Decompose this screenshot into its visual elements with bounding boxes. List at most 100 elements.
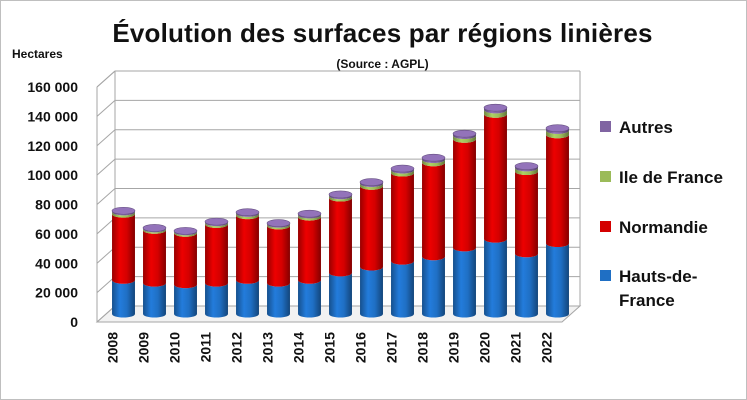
legend-item-normandie: Normandie [600,216,729,240]
bar-segment-autres [267,223,290,228]
bar-segment-normandie [422,162,445,261]
bar-segment-hauts-de-france [205,283,228,318]
bar-stack-2017 [390,164,415,318]
legend-label: Normandie [619,218,708,237]
bar-segment-autres [546,128,569,134]
bar-top-cap [483,103,508,112]
gridline-side [96,188,116,205]
legend-item-ile-de-france: Ile de France [600,166,729,190]
gridline-side [96,246,116,264]
bar-segment-normandie [515,171,538,258]
x-tick-label: 2020 [477,332,493,363]
bar-top-cap [266,219,291,227]
bar-segment-hauts-de-france [546,243,569,318]
bar-segment-ile-de-france [453,135,476,143]
bar-segment-hauts-de-france [484,239,507,318]
bar-segment-autres [515,166,538,172]
bar-segment-hauts-de-france [112,280,135,318]
bar-top-cap [545,124,570,133]
x-tick-label: 2008 [105,332,121,363]
x-tick-label: 2015 [322,332,338,363]
gridline-side [96,217,116,235]
y-tick-label: 100 000 [27,167,78,183]
bar-segment-hauts-de-france [391,261,414,318]
bar-segment-ile-de-france [236,213,259,220]
bar-stack-2016 [359,178,384,318]
bar-segment-normandie [267,225,290,287]
bar-stack-2020 [483,103,508,318]
bar-segment-ile-de-france [515,167,538,176]
gridline-side [96,100,116,117]
bar-segment-hauts-de-france [329,272,352,318]
legend-swatch [600,121,611,132]
bar-segment-hauts-de-france [174,284,197,318]
bar-segment-normandie [205,224,228,287]
bar-segment-hauts-de-france [515,253,538,318]
x-tick-label: 2012 [229,332,245,363]
y-tick-label: 140 000 [27,108,78,124]
bar-segment-hauts-de-france [453,247,476,318]
bar-segment-ile-de-france [205,222,228,228]
bar-stack-2018 [421,153,446,318]
bar-segment-autres [391,168,414,174]
x-tick-label: 2018 [415,332,431,363]
bar-segment-ile-de-france [267,224,290,230]
bar-segment-autres [360,182,383,188]
bar-segment-autres [298,213,321,219]
bar-stack-2010 [173,227,198,318]
bar-segment-normandie [453,139,476,252]
x-tick-label: 2016 [353,332,369,363]
legend-label: Ile de France [619,168,723,187]
legend-item-hauts-de-france: Hauts-de-France [600,265,729,313]
bar-segment-autres [236,212,259,217]
bar-segment-ile-de-france [298,214,321,221]
bar-segment-normandie [298,217,321,284]
x-tick-label: 2011 [198,332,214,363]
x-tick-label: 2017 [384,332,400,363]
x-tick-label: 2009 [136,332,152,363]
bar-segment-hauts-de-france [236,280,259,318]
y-tick-label: 40 000 [35,255,78,271]
bar-segment-normandie [391,173,414,265]
x-tick-label: 2022 [539,332,555,363]
bar-segment-ile-de-france [360,183,383,190]
chart-subtitle: (Source : AGPL) [336,57,429,71]
bar-top-cap [111,206,136,215]
bar-stack-2022 [545,124,570,318]
bar-segment-ile-de-france [422,159,445,167]
bar-segment-ile-de-france [391,170,414,177]
x-tick-label: 2010 [167,332,183,363]
bar-top-cap [173,227,198,235]
gridline-side [96,305,116,323]
legend-swatch [600,221,611,232]
bar-top-cap [204,217,229,226]
gridline-side [96,158,116,176]
bar-stack-2011 [204,217,229,318]
side-wall-edge [96,70,116,88]
bar-segment-normandie [236,215,259,284]
legend-label: Autres [619,118,673,137]
bar-segment-ile-de-france [484,109,507,118]
bar-top-cap [142,224,167,232]
bar-segment-normandie [360,186,383,271]
bar-top-cap [297,209,322,218]
y-tick-label: 20 000 [35,285,78,301]
bar-segment-normandie [329,197,352,277]
bar-segment-ile-de-france [546,130,569,139]
bar-stack-2008 [111,206,136,318]
legend-swatch [600,171,611,182]
bar-segment-ile-de-france [143,228,166,234]
legend-swatch [600,270,611,281]
bar-segment-normandie [143,230,166,287]
bar-stack-2009 [142,224,167,318]
bar-segment-ile-de-france [112,211,135,218]
chart-title: Évolution des surfaces par régions liniè… [112,18,653,48]
bar-stack-2015 [328,190,353,318]
bar-segment-normandie [484,114,507,243]
bar-stack-2019 [452,129,477,318]
bar-segment-autres [422,157,445,163]
x-tick-label: 2019 [446,332,462,363]
bar-top-cap [359,178,384,186]
bar-segment-autres [453,133,476,140]
